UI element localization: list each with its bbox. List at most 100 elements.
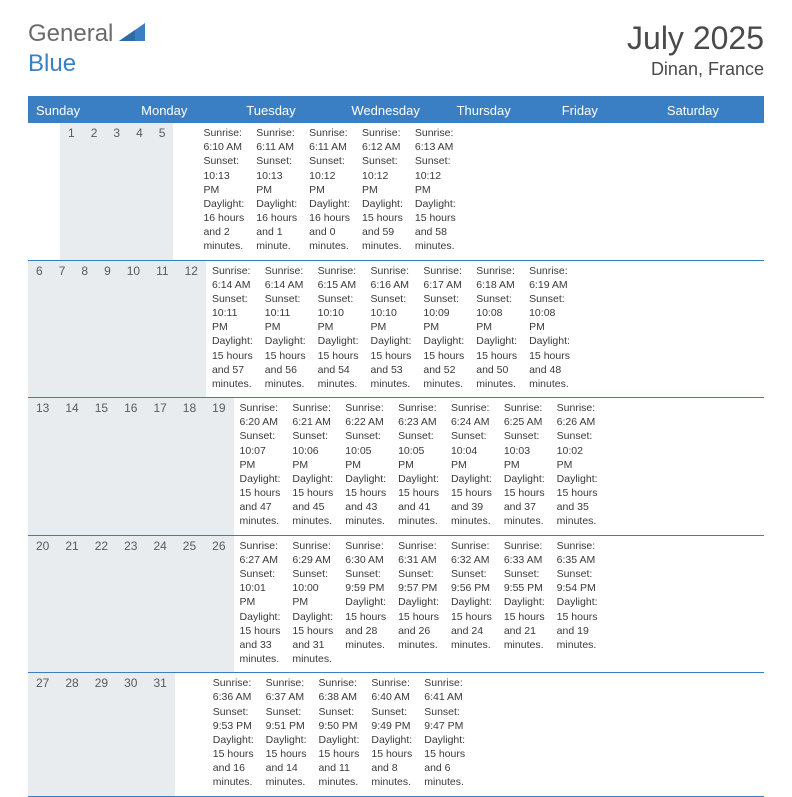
weeks-container: 12345Sunrise: 6:10 AMSunset: 10:13 PMDay… — [28, 123, 764, 797]
sunset-text: Sunset: 9:47 PM — [424, 705, 465, 733]
content-row: Sunrise: 6:14 AMSunset: 10:11 PMDaylight… — [206, 261, 576, 398]
day-number: 12 — [177, 261, 206, 398]
daylight-text: Daylight: 15 hours and 19 minutes. — [557, 595, 598, 652]
week-row: 12345Sunrise: 6:10 AMSunset: 10:13 PMDay… — [28, 123, 764, 261]
week-row: 20212223242526Sunrise: 6:27 AMSunset: 10… — [28, 536, 764, 674]
day-number: 2 — [83, 123, 106, 260]
content-row: Sunrise: 6:36 AMSunset: 9:53 PMDaylight:… — [207, 673, 495, 795]
daylight-text: Daylight: 15 hours and 59 minutes. — [362, 197, 403, 254]
sunset-text: Sunset: 9:54 PM — [557, 567, 598, 595]
sunrise-text: Sunrise: 6:40 AM — [371, 676, 412, 704]
sunset-text: Sunset: 10:06 PM — [292, 429, 333, 472]
sunset-text: Sunset: 9:56 PM — [451, 567, 492, 595]
sunrise-text: Sunrise: 6:35 AM — [557, 539, 598, 567]
day-number: 14 — [57, 398, 86, 535]
sunset-text: Sunset: 9:55 PM — [504, 567, 545, 595]
sunset-text: Sunset: 10:11 PM — [212, 292, 253, 335]
day-cell: Sunrise: 6:17 AMSunset: 10:09 PMDaylight… — [417, 261, 470, 398]
day-header: Wednesday — [343, 98, 448, 123]
daylight-text: Daylight: 15 hours and 6 minutes. — [424, 733, 465, 790]
day-number: 13 — [28, 398, 57, 535]
sunset-text: Sunset: 9:51 PM — [266, 705, 307, 733]
daylight-text: Daylight: 15 hours and 21 minutes. — [504, 595, 545, 652]
daylight-text: Daylight: 15 hours and 24 minutes. — [451, 595, 492, 652]
sunrise-text: Sunrise: 6:13 AM — [415, 126, 456, 154]
day-number: 15 — [87, 398, 116, 535]
day-header-row: SundayMondayTuesdayWednesdayThursdayFrid… — [28, 98, 764, 123]
day-cell: Sunrise: 6:13 AMSunset: 10:12 PMDaylight… — [409, 123, 462, 260]
sunset-text: Sunset: 10:12 PM — [309, 154, 350, 197]
brand-part1: General — [28, 20, 113, 48]
daynum-row: 6789101112 — [28, 261, 206, 398]
daylight-text: Daylight: 15 hours and 16 minutes. — [213, 733, 254, 790]
day-cell: Sunrise: 6:41 AMSunset: 9:47 PMDaylight:… — [418, 673, 471, 795]
sunset-text: Sunset: 10:02 PM — [557, 429, 598, 472]
month-title: July 2025 — [627, 20, 764, 57]
daylight-text: Daylight: 15 hours and 54 minutes. — [318, 334, 359, 391]
sunrise-text: Sunrise: 6:37 AM — [266, 676, 307, 704]
day-cell: Sunrise: 6:16 AMSunset: 10:10 PMDaylight… — [365, 261, 418, 398]
sunset-text: Sunset: 10:01 PM — [240, 567, 281, 610]
sunset-text: Sunset: 9:57 PM — [398, 567, 439, 595]
day-header: Thursday — [449, 98, 554, 123]
sunset-text: Sunset: 10:11 PM — [265, 292, 306, 335]
day-number: 17 — [145, 398, 174, 535]
sunrise-text: Sunrise: 6:17 AM — [423, 264, 464, 292]
day-cell: Sunrise: 6:35 AMSunset: 9:54 PMDaylight:… — [551, 536, 604, 673]
brand-part2: Blue — [28, 50, 76, 77]
daylight-text: Daylight: 16 hours and 0 minutes. — [309, 197, 350, 254]
daynum-row: 13141516171819 — [28, 398, 234, 535]
sunrise-text: Sunrise: 6:14 AM — [265, 264, 306, 292]
day-cell — [173, 123, 185, 260]
day-cell: Sunrise: 6:26 AMSunset: 10:02 PMDaylight… — [551, 398, 604, 535]
day-number — [44, 123, 60, 260]
sunrise-text: Sunrise: 6:16 AM — [371, 264, 412, 292]
sunrise-text: Sunrise: 6:31 AM — [398, 539, 439, 567]
day-number: 29 — [87, 673, 116, 795]
day-header: Friday — [554, 98, 659, 123]
sunset-text: Sunset: 10:08 PM — [476, 292, 517, 335]
sunset-text: Sunset: 10:05 PM — [345, 429, 386, 472]
day-number: 26 — [204, 536, 233, 673]
day-cell: Sunrise: 6:21 AMSunset: 10:06 PMDaylight… — [286, 398, 339, 535]
sunrise-text: Sunrise: 6:25 AM — [504, 401, 545, 429]
daylight-text: Daylight: 15 hours and 33 minutes. — [240, 610, 281, 667]
sunrise-text: Sunrise: 6:10 AM — [203, 126, 244, 154]
sunrise-text: Sunrise: 6:21 AM — [292, 401, 333, 429]
daylight-text: Daylight: 15 hours and 8 minutes. — [371, 733, 412, 790]
day-number: 8 — [73, 261, 96, 398]
day-number: 23 — [116, 536, 145, 673]
sunset-text: Sunset: 9:59 PM — [345, 567, 386, 595]
day-cell: Sunrise: 6:11 AMSunset: 10:12 PMDaylight… — [303, 123, 356, 260]
sunrise-text: Sunrise: 6:32 AM — [451, 539, 492, 567]
sunset-text: Sunset: 10:10 PM — [371, 292, 412, 335]
daylight-text: Daylight: 15 hours and 57 minutes. — [212, 334, 253, 391]
sunset-text: Sunset: 10:00 PM — [292, 567, 333, 610]
header: General July 2025 Dinan, France — [0, 0, 792, 88]
day-cell: Sunrise: 6:25 AMSunset: 10:03 PMDaylight… — [498, 398, 551, 535]
day-number: 21 — [57, 536, 86, 673]
day-cell: Sunrise: 6:30 AMSunset: 9:59 PMDaylight:… — [339, 536, 392, 673]
daynum-row: 12345 — [28, 123, 173, 260]
daylight-text: Daylight: 15 hours and 14 minutes. — [266, 733, 307, 790]
daylight-text: Daylight: 15 hours and 11 minutes. — [319, 733, 360, 790]
day-cell: Sunrise: 6:40 AMSunset: 9:49 PMDaylight:… — [365, 673, 418, 795]
sunrise-text: Sunrise: 6:41 AM — [424, 676, 465, 704]
sunrise-text: Sunrise: 6:29 AM — [292, 539, 333, 567]
sunrise-text: Sunrise: 6:14 AM — [212, 264, 253, 292]
sunrise-text: Sunrise: 6:23 AM — [398, 401, 439, 429]
brand-logo: General — [28, 20, 147, 48]
daylight-text: Daylight: 16 hours and 2 minutes. — [203, 197, 244, 254]
day-number: 20 — [28, 536, 57, 673]
daylight-text: Daylight: 15 hours and 31 minutes. — [292, 610, 333, 667]
sunrise-text: Sunrise: 6:11 AM — [309, 126, 350, 154]
day-number: 31 — [145, 673, 174, 795]
daylight-text: Daylight: 15 hours and 58 minutes. — [415, 197, 456, 254]
sunset-text: Sunset: 9:49 PM — [371, 705, 412, 733]
day-number — [175, 673, 191, 795]
day-cell: Sunrise: 6:14 AMSunset: 10:11 PMDaylight… — [259, 261, 312, 398]
sunrise-text: Sunrise: 6:11 AM — [256, 126, 297, 154]
day-number: 22 — [87, 536, 116, 673]
sunset-text: Sunset: 10:04 PM — [451, 429, 492, 472]
day-cell — [471, 673, 483, 795]
